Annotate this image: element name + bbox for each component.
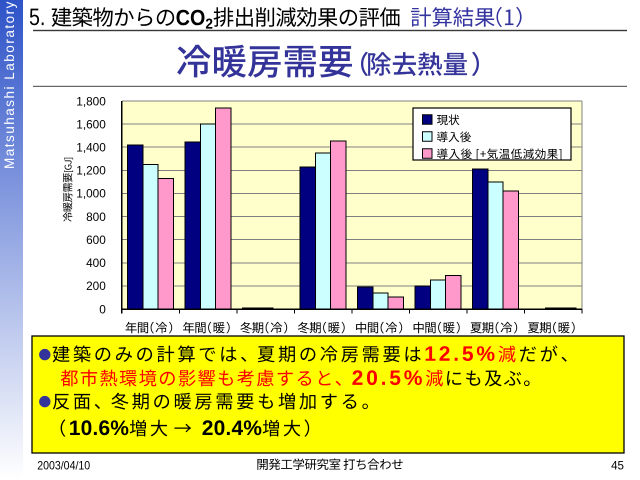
svg-text:0: 0 bbox=[99, 302, 106, 316]
svg-text:800: 800 bbox=[86, 210, 106, 224]
svg-text:1,200: 1,200 bbox=[76, 164, 106, 178]
svg-text:600: 600 bbox=[86, 233, 106, 247]
svg-text:1,000: 1,000 bbox=[76, 187, 106, 201]
svg-text:200: 200 bbox=[86, 279, 106, 293]
svg-text:1,600: 1,600 bbox=[76, 117, 106, 131]
svg-text:400: 400 bbox=[86, 256, 106, 270]
svg-text:1,400: 1,400 bbox=[76, 141, 106, 155]
svg-text:2003/04/10: 2003/04/10 bbox=[37, 460, 90, 473]
svg-text:1,800: 1,800 bbox=[76, 94, 106, 108]
svg-text:Matsuhashi Laboratory: Matsuhashi Laboratory bbox=[2, 0, 17, 169]
svg-text:45: 45 bbox=[611, 460, 624, 473]
